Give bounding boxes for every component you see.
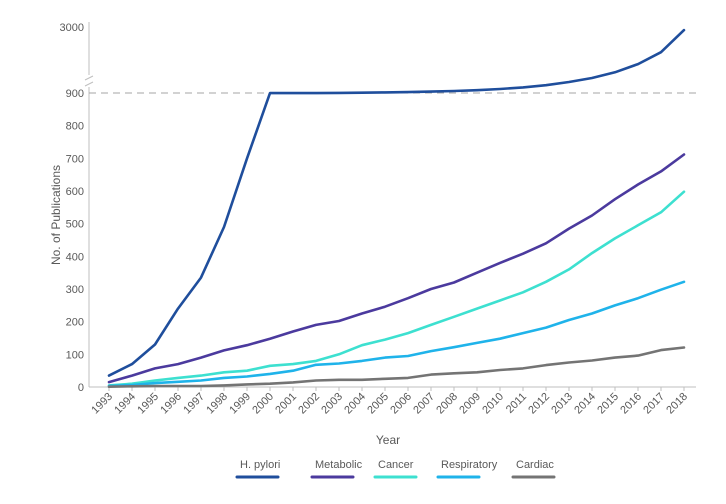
plot-area (107, 28, 686, 389)
x-tick-label: 2009 (457, 391, 483, 417)
x-tick-label: 2005 (365, 391, 391, 417)
x-tick-label: 1999 (227, 391, 253, 417)
legend: H. pylori Metabolic Cancer Respiratory Cardi… (235, 459, 556, 479)
x-tick-label: 1994 (112, 391, 138, 417)
x-tick-label: 2007 (411, 391, 437, 417)
series-line-cancer (107, 190, 686, 387)
x-tick-label: 2004 (342, 391, 368, 417)
x-tick-label: 2015 (595, 391, 621, 417)
legend-label-metabolic: Metabolic (315, 459, 363, 471)
x-tick-label: 2008 (434, 391, 460, 417)
x-tick-label: 1997 (181, 391, 207, 417)
x-axis-title: Year (376, 433, 400, 447)
chart-axes: 0 100 200 300 400 500 600 700 800 900 3000 19931994… (60, 22, 696, 416)
y-axis-title: No. of Publications (49, 165, 63, 265)
series-line-cardiac (107, 346, 686, 389)
x-tick-label: 2016 (618, 391, 644, 417)
x-tick-label: 1998 (204, 391, 230, 417)
y-tick-label: 900 (66, 88, 84, 100)
x-tick-label: 1995 (135, 391, 161, 417)
axis-break-mark (84, 81, 94, 87)
x-tick-label: 2001 (273, 391, 299, 417)
x-tick-label: 2018 (664, 391, 690, 417)
series-line-h-pylori (107, 28, 686, 377)
x-tick-label: 2014 (572, 391, 598, 417)
x-tick-label: 1993 (89, 391, 115, 417)
x-tick-label: 2000 (250, 391, 276, 417)
x-tick-label: 2006 (388, 391, 414, 417)
y-tick-label: 100 (66, 349, 84, 361)
x-tick-label: 2012 (526, 391, 552, 417)
y-tick-label: 800 (66, 121, 84, 133)
y-tick-label: 300 (66, 284, 84, 296)
series-line-metabolic (107, 153, 686, 384)
axis-break-mark (84, 75, 94, 81)
y-tick-label: 200 (66, 317, 84, 329)
y-tick-label: 3000 (60, 22, 84, 34)
y-tick-label: 500 (66, 219, 84, 231)
x-tick-label: 2013 (549, 391, 575, 417)
x-tick-label: 2002 (296, 391, 322, 417)
y-tick-label: 0 (78, 382, 84, 394)
x-tick-label: 1996 (158, 391, 184, 417)
y-tick-label: 400 (66, 251, 84, 263)
legend-label-respiratory: Respiratory (441, 459, 498, 471)
legend-label-h-pylori: H. pylori (240, 459, 280, 471)
x-tick-label: 2017 (641, 391, 667, 417)
series-line-respiratory (107, 280, 686, 388)
legend-label-cancer: Cancer (378, 459, 414, 471)
x-tick-label: 2003 (319, 391, 345, 417)
y-tick-label: 600 (66, 186, 84, 198)
x-tick-label: 2011 (504, 391, 529, 416)
legend-label-cardiac: Cardiac (516, 459, 554, 471)
y-tick-label: 700 (66, 153, 84, 165)
x-tick-label: 2010 (480, 391, 506, 417)
